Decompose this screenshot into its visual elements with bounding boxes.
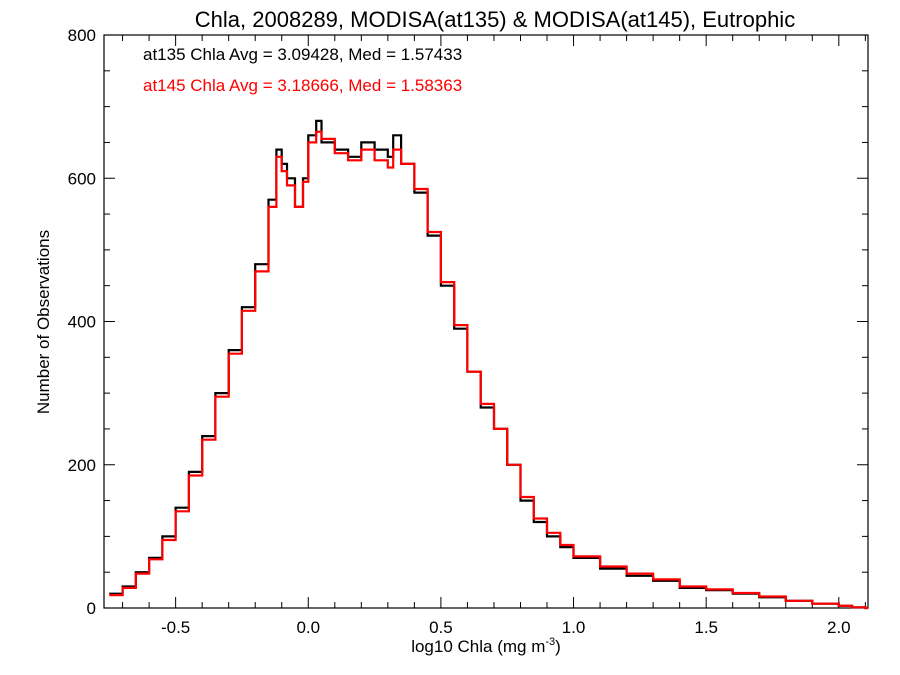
x-axis-label-main: log10 Chla (mg m [411, 637, 545, 656]
y-tick-label: 800 [68, 26, 96, 45]
y-tick-label: 0 [87, 599, 96, 618]
series-line-at145 [109, 130, 868, 610]
stats-annotation-at135: at135 Chla Avg = 3.09428, Med = 1.57433 [143, 45, 462, 64]
y-tick-label: 600 [68, 169, 96, 188]
y-axis: 0 200 400 600 800 [68, 26, 868, 618]
x-tick-label: 2.0 [827, 618, 851, 637]
y-tick-label: 400 [68, 313, 96, 332]
x-tick-label: -0.5 [161, 618, 190, 637]
chart-title: Chla, 2008289, MODISA(at135) & MODISA(at… [195, 7, 795, 32]
y-axis-label: Number of Observations [34, 230, 53, 414]
x-tick-label: 1.0 [562, 618, 586, 637]
x-tick-label: 0.0 [296, 618, 320, 637]
plot-frame [103, 34, 869, 609]
series-layer [109, 119, 868, 610]
x-axis: -0.5 0.0 0.5 1.0 1.5 2.0 [122, 35, 866, 637]
stats-annotation-at145: at145 Chla Avg = 3.18666, Med = 1.58363 [143, 76, 462, 95]
y-tick-label: 200 [68, 456, 96, 475]
x-axis-label: log10 Chla (mg m-3) [411, 636, 561, 656]
x-tick-label: 0.5 [429, 618, 453, 637]
x-axis-label-close: ) [555, 637, 561, 656]
x-tick-label: 1.5 [694, 618, 718, 637]
series-line-at135 [109, 119, 868, 610]
x-axis-label-sup: -3 [545, 636, 555, 648]
